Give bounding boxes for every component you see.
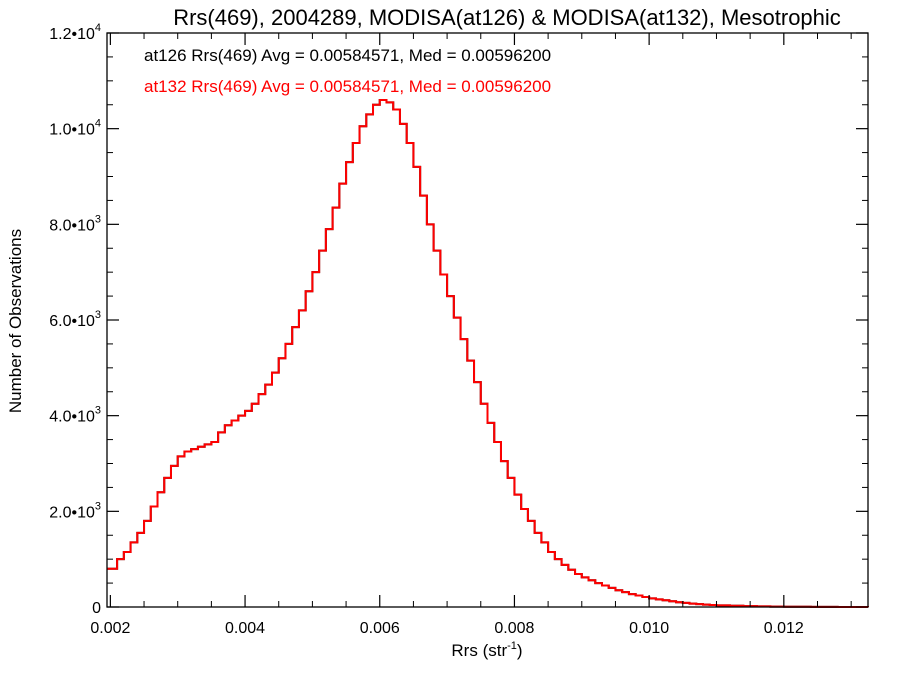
x-tick-label-4: 0.010: [629, 620, 669, 637]
ticks-group: 0.002 0.004 0.006 0.008 0.010 0.012 0 2.0•103 4.…: [49, 22, 868, 637]
x-tick-label-3: 0.008: [494, 620, 534, 637]
y-tick-label-6: 1.2•104: [49, 22, 101, 43]
x-axis-label-base: Rrs (str: [451, 641, 507, 660]
y-tick-label-5: 1.0•104: [49, 118, 101, 139]
y-tick-label-1: 2.0•103: [49, 500, 101, 521]
x-tick-label-1: 0.004: [225, 620, 265, 637]
x-tick-label-5: 0.012: [764, 620, 804, 637]
y-tick-label-3: 6.0•103: [49, 309, 101, 330]
x-axis-label-sup: -1: [507, 640, 517, 652]
y-tick-label-0: 0: [92, 600, 101, 617]
x-axis-label: Rrs (str-1): [451, 640, 522, 660]
x-tick-label-2: 0.006: [360, 620, 400, 637]
series-group: [107, 98, 869, 608]
series-line-0: [107, 98, 869, 608]
y-tick-label-4: 8.0•103: [49, 213, 101, 234]
x-axis-label-end: ): [517, 641, 523, 660]
annotation-at126: at126 Rrs(469) Avg = 0.00584571, Med = 0…: [144, 46, 551, 65]
chart-title: Rrs(469), 2004289, MODISA(at126) & MODIS…: [173, 5, 841, 30]
plot-frame: [106, 32, 869, 608]
series-line-1: [107, 98, 869, 608]
y-tick-label-2: 4.0•103: [49, 405, 101, 426]
axes-group: [106, 32, 869, 608]
annotation-at132: at132 Rrs(469) Avg = 0.00584571, Med = 0…: [144, 77, 551, 96]
y-axis-label: Number of Observations: [6, 229, 25, 413]
x-tick-label-0: 0.002: [90, 620, 130, 637]
